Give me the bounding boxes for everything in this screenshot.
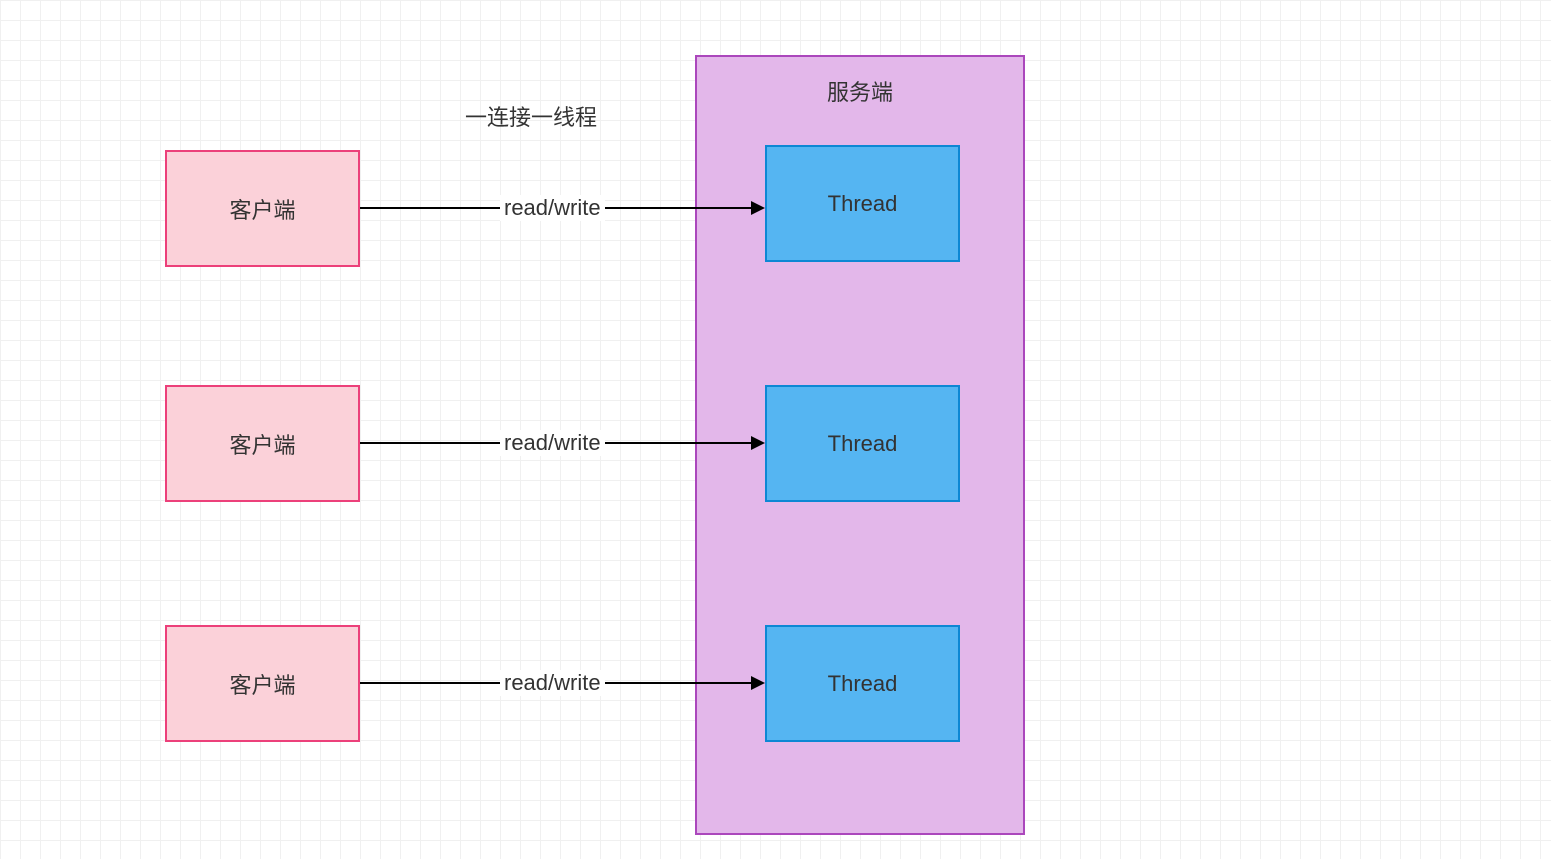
edge-label: read/write <box>500 195 605 221</box>
arrows-layer <box>0 0 1551 859</box>
edge-label: read/write <box>500 430 605 456</box>
edge-label: read/write <box>500 670 605 696</box>
diagram-canvas: 服务端 客户端 客户端 客户端 Thread Thread Thread 一连接… <box>0 0 1551 859</box>
